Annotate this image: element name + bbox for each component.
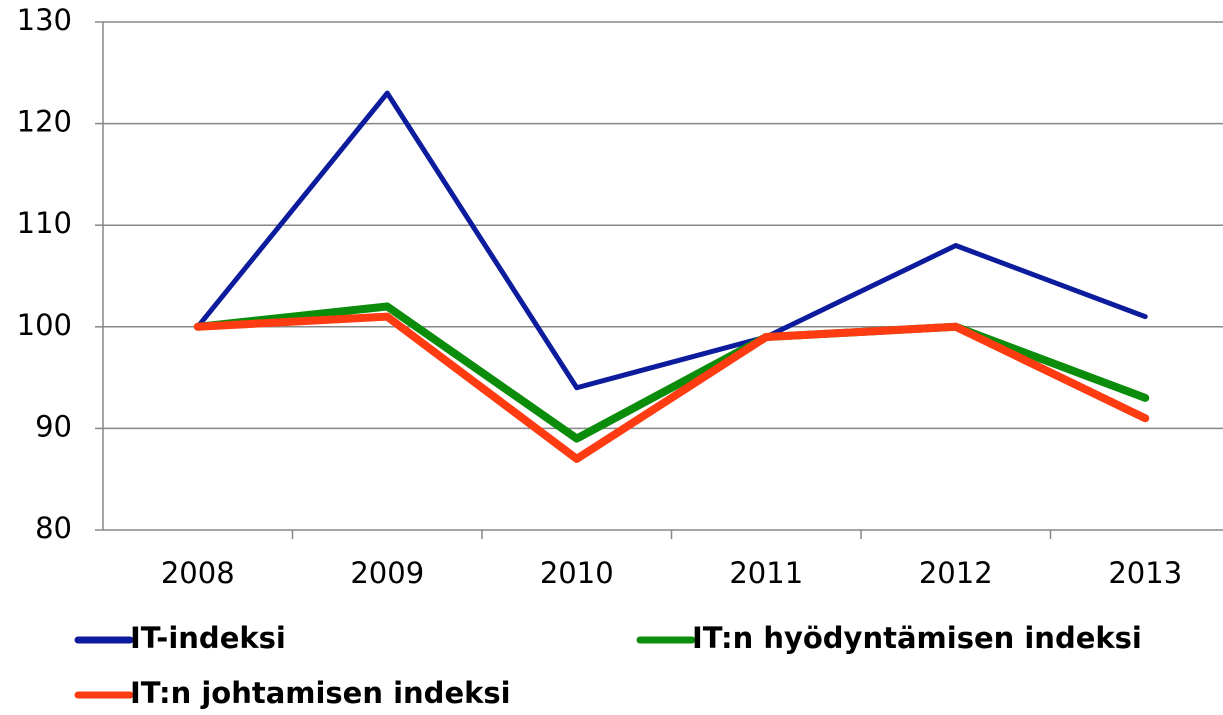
x-tick-label: 2011 bbox=[729, 556, 803, 590]
series-line bbox=[195, 90, 1148, 391]
x-tick-label: 2010 bbox=[540, 556, 614, 590]
x-tick-label: 2009 bbox=[350, 556, 424, 590]
y-tick-label: 100 bbox=[17, 308, 72, 342]
x-tick-label: 2012 bbox=[919, 556, 993, 590]
legend-label: IT:n johtamisen indeksi bbox=[130, 676, 511, 710]
y-tick-label: 130 bbox=[17, 3, 72, 37]
y-tick-label: 80 bbox=[35, 511, 72, 545]
legend-label: IT-indeksi bbox=[130, 621, 286, 655]
x-tick-label: 2013 bbox=[1108, 556, 1182, 590]
y-tick-label: 110 bbox=[17, 206, 72, 240]
y-tick-label: 120 bbox=[17, 105, 72, 139]
legend-label: IT:n hyödyntämisen indeksi bbox=[692, 621, 1142, 655]
x-tick-label: 2008 bbox=[161, 556, 235, 590]
series-line bbox=[193, 312, 1150, 463]
y-tick-label: 90 bbox=[35, 409, 72, 443]
